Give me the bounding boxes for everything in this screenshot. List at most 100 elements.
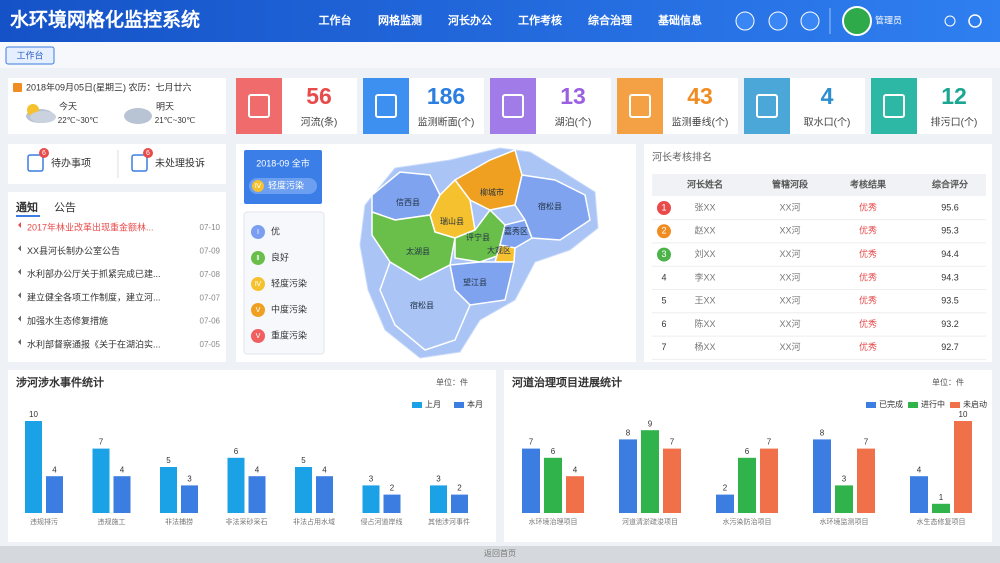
- nav-item[interactable]: 基础信息: [657, 13, 702, 27]
- value-label: 3: [369, 475, 374, 484]
- score-cell: 95.3: [941, 226, 959, 236]
- name-cell: 刘XX: [694, 248, 715, 259]
- score-cell: 95.6: [941, 202, 959, 212]
- x-tick-label: 水环境监测项目: [820, 517, 869, 526]
- bar: [760, 449, 778, 513]
- nav-item[interactable]: 河长办公: [448, 13, 492, 27]
- notice-text[interactable]: XX县河长制办公室公告: [27, 245, 120, 256]
- nav-item[interactable]: 工作考核: [518, 13, 562, 27]
- status-text: 轻度污染: [268, 179, 304, 190]
- avatar[interactable]: [843, 7, 871, 35]
- x-tick-label: 水环境治理项目: [529, 517, 578, 526]
- x-tick-label: 侵占河道岸线: [361, 517, 403, 526]
- footer-text[interactable]: 返回首页: [484, 548, 516, 558]
- column-header: 管辖河段: [772, 178, 809, 189]
- stat-value: 56: [306, 83, 332, 109]
- stat-icon: [490, 78, 536, 134]
- value-label: 10: [29, 410, 38, 419]
- legend-label: 进行中: [921, 399, 945, 409]
- segment-cell: XX河: [779, 318, 800, 329]
- legend-label: 良好: [271, 251, 289, 262]
- value-label: 4: [322, 465, 327, 474]
- value-label: 3: [187, 475, 192, 484]
- notice-text[interactable]: 水利部办公厅关于抓紧完成已建...: [27, 268, 161, 279]
- stat-icon: [363, 78, 409, 134]
- region-label: 瑞山县: [440, 216, 464, 226]
- value-label: 7: [670, 438, 675, 447]
- app-title: 水环境网格化监控系统: [10, 8, 200, 31]
- header-icon[interactable]: [801, 12, 819, 30]
- notice-date: 07-06: [200, 317, 221, 326]
- x-tick-label: 非法占用水域: [293, 517, 335, 526]
- stat-icon: [871, 78, 917, 134]
- notice-text[interactable]: 水利部督察通报《关于在湖泊实...: [27, 338, 161, 349]
- bar: [857, 449, 875, 513]
- value-label: 8: [626, 429, 631, 438]
- nav-item[interactable]: 工作台: [319, 13, 352, 27]
- value-label: 10: [959, 410, 968, 419]
- result-cell: 优秀: [859, 271, 877, 282]
- x-tick-label: 违规排污: [30, 517, 58, 526]
- value-label: 8: [820, 429, 825, 438]
- badge-count: 6: [146, 150, 150, 157]
- legend-badge: Ⅳ: [255, 281, 262, 288]
- segment-cell: XX河: [779, 248, 800, 259]
- legend-label: 未启动: [963, 399, 987, 409]
- bar: [566, 476, 584, 513]
- notice-text[interactable]: 加强水生态修复措施: [27, 315, 108, 326]
- value-label: 4: [120, 465, 125, 474]
- todo-label[interactable]: 待办事项: [51, 157, 91, 170]
- stat-icon: [617, 78, 663, 134]
- notice-text[interactable]: 建立健全各项工作制度，建立河...: [27, 292, 161, 303]
- legend-swatch: [950, 402, 960, 408]
- score-cell: 94.3: [941, 272, 959, 282]
- notice-tab[interactable]: 通知: [16, 200, 38, 214]
- cloud-icon: [124, 108, 152, 124]
- ranking-title: 河长考核排名: [652, 151, 712, 164]
- result-cell: 优秀: [859, 318, 877, 329]
- name-cell: 王XX: [694, 296, 715, 306]
- legend-badge: Ⅱ: [256, 255, 259, 262]
- stat-value: 4: [821, 83, 834, 109]
- value-label: 6: [234, 447, 239, 456]
- legend-label: 本月: [467, 399, 483, 409]
- weather-temp: 22℃~30℃: [58, 116, 98, 125]
- chart-title: 河道治理项目进展统计: [512, 375, 622, 389]
- bar: [451, 495, 468, 513]
- result-cell: 优秀: [859, 295, 877, 306]
- weather-day: 明天: [156, 101, 174, 111]
- x-tick-label: 违规施工: [98, 517, 126, 526]
- bar: [363, 485, 380, 513]
- bar: [663, 449, 681, 513]
- chart-title: 涉河涉水事件统计: [16, 375, 104, 389]
- legend-label: 优: [271, 225, 280, 236]
- nav-item[interactable]: 网格监测: [378, 13, 422, 27]
- header-icon[interactable]: [736, 12, 754, 30]
- map-period: 2018-09 全市: [256, 157, 310, 168]
- todo-label[interactable]: 未处理投诉: [155, 157, 205, 170]
- legend-label: 中度污染: [271, 303, 307, 314]
- bar: [430, 485, 447, 513]
- stat-label: 排污口(个): [931, 116, 978, 129]
- region-label: 柳城市: [480, 187, 504, 197]
- stat-icon: [744, 78, 790, 134]
- header-icon[interactable]: [769, 12, 787, 30]
- notice-text[interactable]: 2017年林业改革出现重金额林...: [27, 221, 154, 232]
- cloud-icon: [30, 111, 56, 123]
- value-label: 5: [301, 456, 306, 465]
- bar: [160, 467, 177, 513]
- region-label: 嘉秀区: [504, 226, 528, 236]
- legend-swatch: [412, 402, 422, 408]
- rank: 1: [661, 202, 666, 212]
- nav-item[interactable]: 综合治理: [588, 13, 632, 27]
- notice-tab[interactable]: 公告: [54, 201, 76, 214]
- bar: [835, 485, 853, 513]
- bar: [249, 476, 266, 513]
- tab-label[interactable]: 工作台: [16, 49, 43, 60]
- notice-date: 07-10: [200, 223, 221, 232]
- legend-swatch: [866, 402, 876, 408]
- value-label: 6: [745, 447, 750, 456]
- region-label: 望江县: [463, 277, 487, 287]
